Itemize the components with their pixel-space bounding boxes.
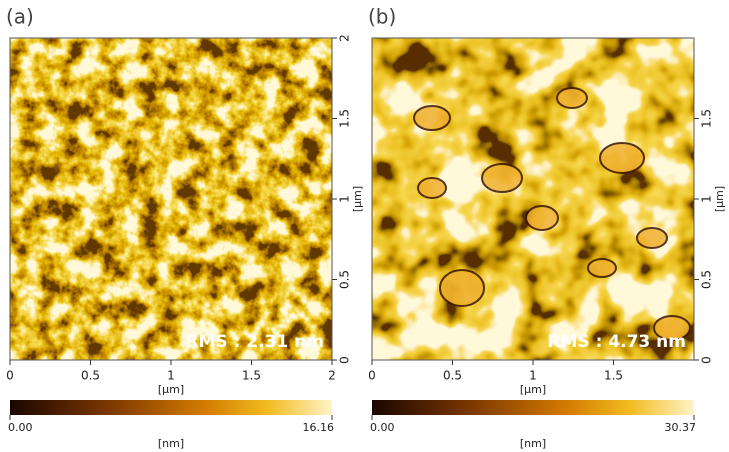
grain	[600, 143, 644, 173]
x-tick-label: 0.5	[81, 369, 100, 383]
grain	[557, 88, 587, 108]
colorbar-max-label: 16.16	[303, 421, 335, 434]
y-tick-label: 1.5	[338, 109, 352, 128]
x-axis-label: [μm]	[520, 383, 546, 396]
colorbar-unit: [nm]	[520, 437, 546, 450]
x-tick-label: 1.5	[604, 369, 623, 383]
afm-image	[372, 38, 694, 360]
grain	[440, 270, 484, 306]
colorbar-min-label: 0.00	[8, 421, 33, 434]
x-tick-label: 1.5	[242, 369, 261, 383]
y-tick-label: 0	[700, 356, 714, 364]
figure: (a) RMS : 2.31 nm 0 0.5 1 1.5 2 [μm] 0 0.5 1 1.5 2 [μ…	[0, 0, 729, 452]
y-tick-label: 0	[338, 356, 352, 364]
panel-label: (a)	[6, 5, 34, 29]
rms-annotation: RMS : 2.31 nm	[185, 332, 324, 352]
x-tick-label: 1	[529, 369, 537, 383]
colorbar	[372, 400, 694, 415]
rms-annotation: RMS : 4.73 nm	[547, 332, 686, 352]
colorbar-max-label: 30.37	[665, 421, 697, 434]
grain	[526, 206, 558, 230]
grain	[637, 228, 667, 248]
afm-image	[10, 38, 332, 360]
grain	[414, 106, 450, 130]
colorbar	[10, 400, 332, 415]
panel-label: (b)	[368, 5, 396, 29]
y-tick-label: 0.5	[700, 270, 714, 289]
x-tick-label: 0.5	[443, 369, 462, 383]
colorbar-unit: [nm]	[158, 437, 184, 450]
y-tick-label: 2	[338, 34, 352, 42]
x-tick-label: 0	[6, 369, 14, 383]
y-tick-label: 1	[338, 195, 352, 203]
colorbar-min-label: 0.00	[370, 421, 395, 434]
y-axis-label: [μm]	[713, 186, 726, 212]
x-tick-label: 2	[328, 369, 336, 383]
x-tick-label: 1	[167, 369, 175, 383]
y-tick-label: 0.5	[338, 270, 352, 289]
grain	[482, 164, 522, 192]
y-tick-label: 1.5	[700, 109, 714, 128]
y-axis-label: [μm]	[351, 186, 364, 212]
grain	[418, 178, 446, 198]
grain	[588, 259, 616, 277]
x-tick-label: 0	[368, 369, 376, 383]
y-tick-label: 1	[700, 195, 714, 203]
x-axis-label: [μm]	[158, 383, 184, 396]
